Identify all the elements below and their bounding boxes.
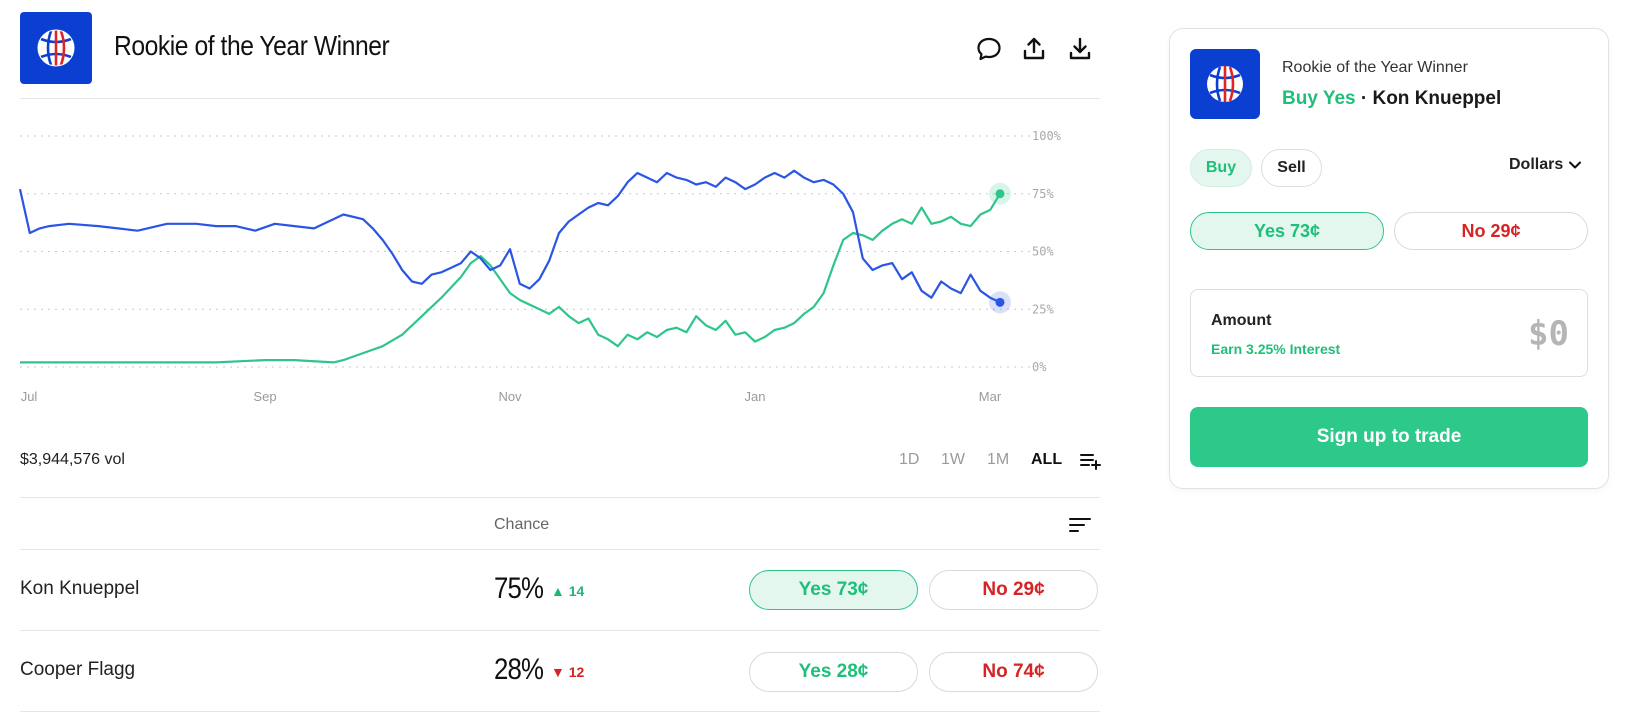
range-1w-button[interactable]: 1W: [941, 451, 965, 468]
divider: [20, 711, 1100, 712]
amount-field[interactable]: Amount Earn 3.25% Interest $0: [1190, 289, 1588, 377]
divider: [20, 630, 1100, 631]
series-line: [20, 193, 1001, 364]
currency-label: Dollars: [1509, 156, 1564, 173]
chevron-down-icon: [1569, 161, 1582, 169]
sign-up-button[interactable]: Sign up to trade: [1190, 407, 1588, 467]
buy-tab[interactable]: Buy: [1190, 149, 1252, 187]
sort-icon[interactable]: [1069, 517, 1091, 538]
sell-tab[interactable]: Sell: [1261, 149, 1322, 187]
chance-column-header: Chance: [494, 516, 550, 533]
triangle-down-icon: ▼: [551, 664, 565, 680]
divider: [20, 497, 1100, 498]
amount-input[interactable]: $0: [1528, 314, 1569, 354]
buy-yes-button[interactable]: Yes 28¢: [749, 652, 918, 692]
currency-dropdown[interactable]: Dollars: [1509, 156, 1582, 174]
volume-label: $3,944,576 vol: [20, 451, 125, 468]
buy-no-button[interactable]: No 74¢: [929, 652, 1098, 692]
market-logo: [20, 12, 92, 84]
add-series-icon[interactable]: [1080, 452, 1102, 475]
divider: [20, 549, 1100, 550]
panel-yes-button[interactable]: Yes 73¢: [1190, 212, 1384, 250]
panel-no-button[interactable]: No 29¢: [1394, 212, 1588, 250]
panel-separator: ·: [1360, 88, 1368, 109]
basketball-icon: [37, 29, 75, 67]
price-history-chart: 100% 75% 50% 25% 0% Jul Sep Nov Jan Mar: [18, 129, 1062, 404]
series-end-point: [995, 297, 1005, 307]
panel-action: Buy Yes: [1282, 88, 1356, 109]
buy-no-button[interactable]: No 29¢: [929, 570, 1098, 610]
market-logo: [1190, 49, 1260, 119]
buy-yes-button[interactable]: Yes 73¢: [749, 570, 918, 610]
y-tick-label: 100%: [1032, 129, 1062, 143]
chance-delta: ▼ 12: [551, 664, 584, 680]
x-tick-label: Sep: [253, 389, 276, 404]
basketball-icon: [1207, 66, 1243, 102]
divider: [20, 98, 1100, 99]
outcome-chance: 28%: [494, 653, 544, 686]
outcome-name[interactable]: Cooper Flagg: [20, 659, 136, 680]
y-tick-label: 75%: [1032, 187, 1054, 201]
range-1m-button[interactable]: 1M: [987, 451, 1010, 468]
x-tick-label: Mar: [979, 389, 1002, 404]
y-tick-label: 0%: [1032, 360, 1047, 374]
y-tick-label: 25%: [1032, 302, 1054, 316]
series-end-point: [995, 189, 1005, 199]
outcome-chance: 75%: [494, 572, 544, 605]
download-icon[interactable]: [1067, 36, 1093, 62]
interest-note: Earn 3.25% Interest: [1211, 341, 1341, 357]
range-all-button[interactable]: ALL: [1031, 451, 1063, 468]
panel-selection: Buy Yes · Kon Knueppel: [1282, 88, 1501, 110]
y-tick-label: 50%: [1032, 245, 1054, 259]
series-line: [18, 169, 1001, 304]
x-tick-label: Jul: [21, 389, 38, 404]
panel-market-title: Rookie of the Year Winner: [1282, 59, 1468, 76]
panel-outcome: Kon Knueppel: [1372, 88, 1502, 109]
range-1d-button[interactable]: 1D: [899, 451, 920, 468]
outcome-name[interactable]: Kon Knueppel: [20, 578, 140, 599]
trade-panel: Rookie of the Year Winner Buy Yes · Kon …: [1169, 28, 1609, 489]
share-icon[interactable]: [1021, 36, 1047, 62]
x-tick-label: Jan: [745, 389, 766, 404]
page-title: Rookie of the Year Winner: [114, 30, 390, 61]
x-tick-label: Nov: [498, 389, 522, 404]
comment-icon[interactable]: [976, 36, 1002, 62]
amount-label: Amount: [1211, 312, 1272, 329]
chance-delta-value: 14: [568, 583, 585, 599]
triangle-up-icon: ▲: [551, 583, 565, 599]
chance-delta-value: 12: [568, 664, 585, 680]
chance-delta: ▲ 14: [551, 583, 584, 599]
